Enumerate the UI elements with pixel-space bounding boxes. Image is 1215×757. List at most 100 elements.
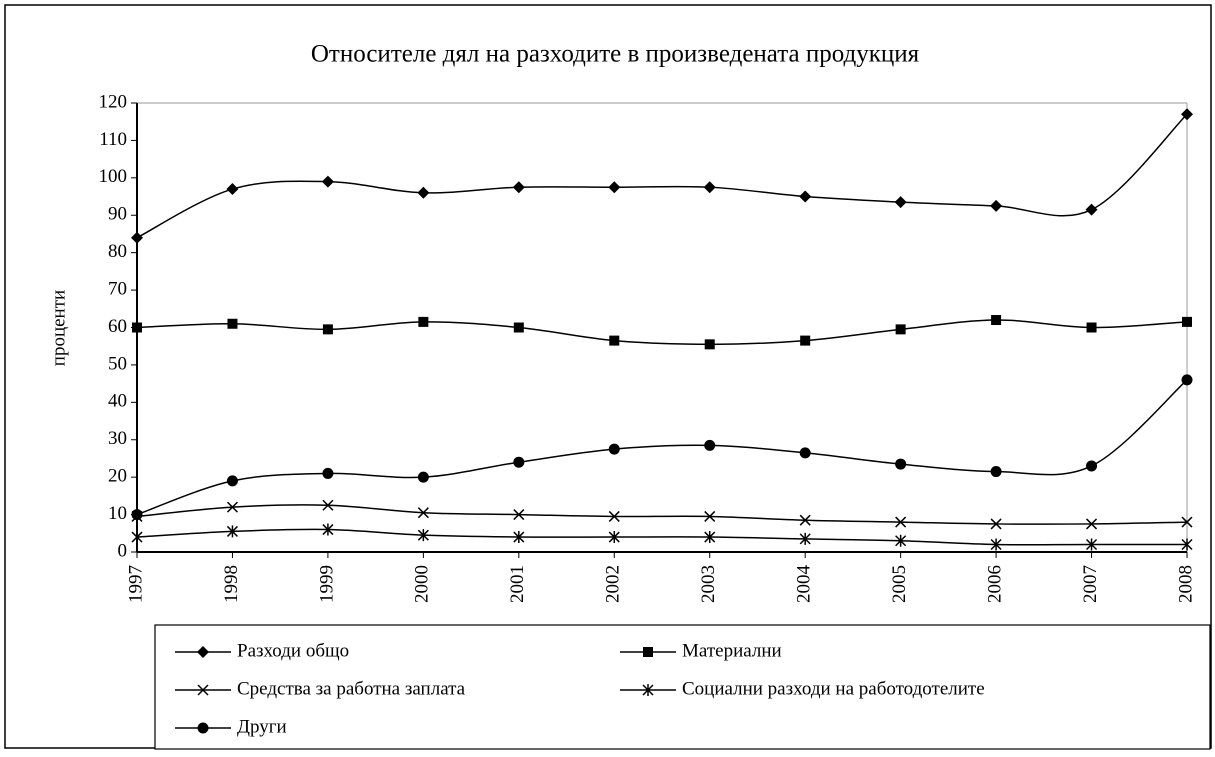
marker xyxy=(197,684,209,696)
marker xyxy=(990,199,1003,212)
marker xyxy=(800,335,811,346)
marker xyxy=(417,186,430,199)
legend-box xyxy=(154,624,1211,750)
x-tick-label: 2005 xyxy=(889,565,910,603)
marker xyxy=(1085,203,1098,216)
marker xyxy=(417,471,429,483)
marker xyxy=(513,456,525,468)
marker xyxy=(1086,460,1098,472)
marker xyxy=(226,475,238,487)
marker xyxy=(226,501,238,513)
chart-border xyxy=(4,4,1212,749)
x-tick-label: 2004 xyxy=(794,565,815,604)
marker xyxy=(132,322,142,333)
legend-label: Други xyxy=(237,716,287,737)
marker xyxy=(131,509,143,521)
x-tick-label: 1997 xyxy=(125,565,146,603)
marker xyxy=(799,447,811,459)
marker xyxy=(513,322,524,333)
marker xyxy=(322,499,334,511)
marker xyxy=(799,190,812,203)
marker xyxy=(131,531,143,544)
marker xyxy=(321,175,334,188)
y-tick-label: 110 xyxy=(99,129,127,150)
marker xyxy=(197,646,209,658)
marker xyxy=(197,722,209,734)
legend-label: Средства за работна заплата xyxy=(237,678,466,699)
marker xyxy=(895,458,907,470)
x-tick-label: 2001 xyxy=(507,565,528,603)
marker xyxy=(895,324,906,335)
x-tick-label: 2003 xyxy=(698,565,719,603)
marker xyxy=(1182,316,1192,327)
marker xyxy=(1086,518,1098,530)
marker xyxy=(704,439,716,451)
marker xyxy=(643,647,653,657)
marker xyxy=(608,443,620,455)
marker xyxy=(895,516,907,528)
marker xyxy=(227,318,238,329)
marker xyxy=(799,514,811,526)
y-tick-label: 10 xyxy=(108,503,127,524)
x-tick-label: 2007 xyxy=(1080,565,1101,603)
marker xyxy=(513,509,525,521)
marker xyxy=(991,315,1002,326)
y-tick-label: 30 xyxy=(108,428,127,449)
marker xyxy=(704,531,716,544)
marker xyxy=(609,335,620,346)
marker xyxy=(895,534,907,547)
marker xyxy=(322,467,334,479)
x-tick-label: 1999 xyxy=(316,565,337,603)
marker xyxy=(608,510,620,522)
marker xyxy=(418,316,429,327)
y-tick-label: 100 xyxy=(99,166,128,187)
marker xyxy=(322,324,333,335)
series-line xyxy=(136,379,1188,516)
y-tick-label: 20 xyxy=(108,466,127,487)
x-tick-label: 2002 xyxy=(603,565,624,603)
marker xyxy=(990,538,1002,551)
legend-label: Материални xyxy=(682,640,782,661)
marker xyxy=(990,518,1002,530)
y-tick-label: 70 xyxy=(108,278,127,299)
marker xyxy=(704,339,715,350)
marker xyxy=(226,525,238,538)
y-tick-label: 50 xyxy=(108,353,127,374)
y-tick-label: 80 xyxy=(108,241,127,262)
marker xyxy=(322,523,334,536)
x-tick-label: 2000 xyxy=(412,565,433,603)
marker xyxy=(1086,322,1097,333)
marker xyxy=(417,529,429,542)
y-tick-label: 90 xyxy=(108,204,127,225)
x-tick-label: 1998 xyxy=(221,565,242,603)
marker xyxy=(990,466,1002,478)
y-tick-label: 0 xyxy=(118,540,128,561)
x-tick-label: 2006 xyxy=(984,565,1005,603)
marker xyxy=(1181,516,1193,528)
marker xyxy=(799,532,811,545)
marker xyxy=(1181,538,1193,551)
marker xyxy=(131,231,143,244)
x-tick-label: 2008 xyxy=(1175,565,1196,603)
y-axis-title: проценти xyxy=(48,290,69,366)
marker xyxy=(894,196,907,209)
marker xyxy=(608,531,620,544)
series-line xyxy=(136,113,1188,239)
marker xyxy=(608,181,621,194)
series-line xyxy=(136,319,1188,346)
y-tick-label: 40 xyxy=(108,391,127,412)
y-tick-label: 120 xyxy=(99,91,128,112)
legend-label: Социални разходи на работодотелите xyxy=(682,678,985,699)
marker xyxy=(417,507,429,519)
marker xyxy=(1181,108,1193,121)
series-line xyxy=(136,504,1188,525)
chart-title: Относителе дял на разходите в произведен… xyxy=(311,41,920,68)
y-tick-label: 60 xyxy=(108,316,127,337)
marker xyxy=(513,531,525,544)
marker xyxy=(1181,374,1193,386)
marker xyxy=(704,510,716,522)
marker xyxy=(226,183,239,196)
marker xyxy=(703,181,716,194)
legend-label: Разходи общо xyxy=(237,640,349,661)
